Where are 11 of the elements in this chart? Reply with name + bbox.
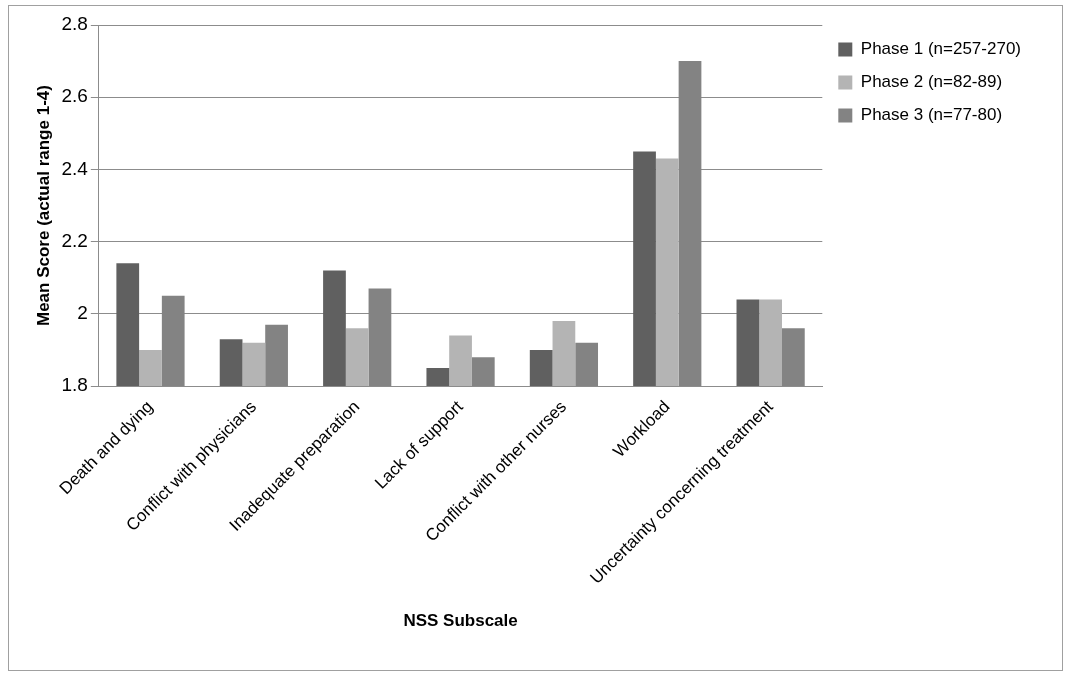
- y-tick-label: 2.4: [61, 157, 89, 179]
- y-axis-title: Mean Score (actual range 1-4): [33, 85, 53, 327]
- y-tick-label: 2: [77, 302, 88, 324]
- legend-label: Phase 1 (n=257-270): [860, 39, 1022, 59]
- y-tick-label: 1.8: [61, 374, 88, 396]
- y-tick-label: 2.6: [61, 85, 88, 107]
- legend-label: Phase 2 (n=82-89): [860, 72, 1003, 92]
- legend-label: Phase 3 (n=77-80): [860, 105, 1003, 125]
- y-tick-label: 2.2: [61, 229, 88, 251]
- y-tick-label: 2.8: [61, 13, 88, 35]
- x-axis-title: NSS Subscale: [403, 611, 518, 631]
